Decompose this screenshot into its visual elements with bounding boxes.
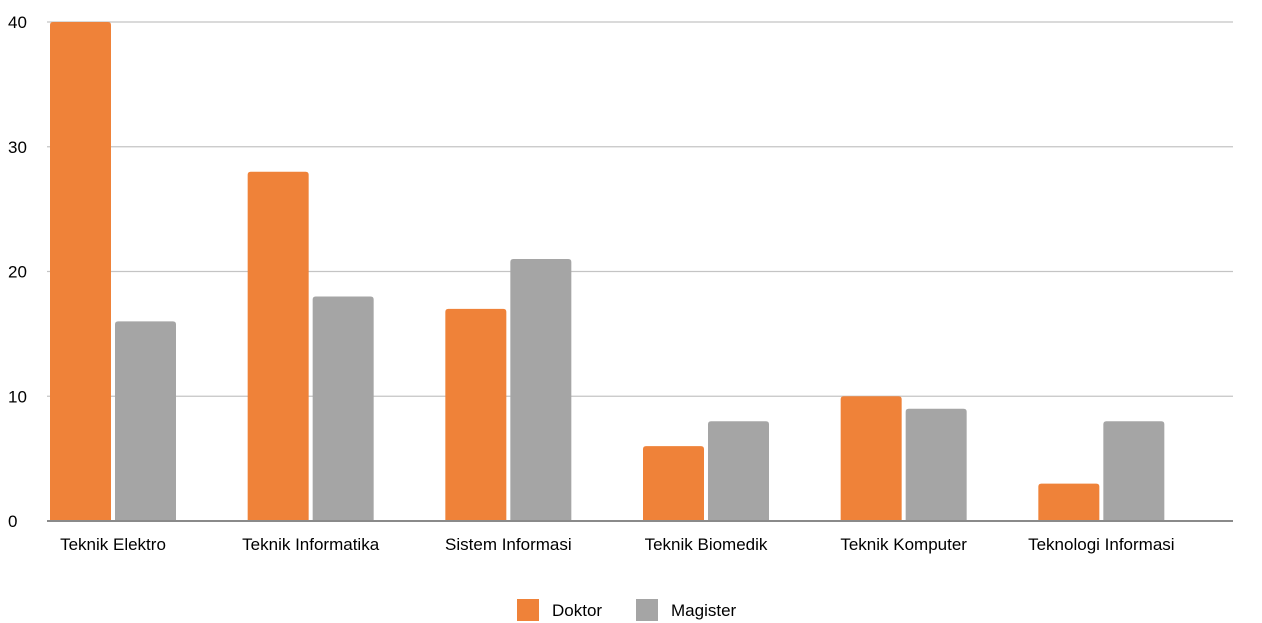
x-tick-label: Teknik Informatika: [242, 535, 380, 554]
x-tick-label: Teknik Komputer: [840, 535, 967, 554]
y-tick-label: 20: [8, 263, 27, 282]
x-tick-label: Teknik Elektro: [60, 535, 166, 554]
bar-magister-5: [905, 408, 967, 521]
x-tick-label: Teknik Biomedik: [645, 535, 768, 554]
bar-doktor-6: [1038, 483, 1100, 521]
legend-label-magister: Magister: [671, 601, 737, 620]
y-tick-label: 30: [8, 138, 27, 157]
bar-magister-4: [708, 421, 769, 521]
bar-doktor-2: [247, 171, 309, 521]
y-tick-label: 10: [8, 387, 27, 406]
gridlines: [47, 21, 1233, 397]
y-tick-label: 40: [8, 13, 27, 32]
legend-swatch-magister: [636, 599, 658, 621]
x-axis-labels: Teknik Elektro Teknik Informatika Sistem I…: [60, 535, 1174, 554]
x-tick-label: Sistem Informasi: [445, 535, 572, 554]
bar-magister-3: [510, 259, 572, 521]
bar-doktor-1: [50, 22, 111, 521]
bar-doktor-3: [445, 308, 507, 521]
legend-label-doktor: Doktor: [552, 601, 602, 620]
bar-doktor-5: [840, 396, 902, 521]
bar-doktor-4: [643, 446, 704, 521]
bar-magister-2: [312, 296, 374, 521]
y-tick-label: 0: [8, 512, 17, 531]
bars: [50, 22, 1165, 521]
x-tick-label: Teknologi Informasi: [1028, 535, 1174, 554]
y-axis-ticks: 0 10 20 30 40: [8, 13, 27, 531]
legend-swatch-doktor: [517, 599, 539, 621]
legend: Doktor Magister: [517, 599, 737, 621]
bar-magister-1: [115, 321, 176, 521]
bar-magister-6: [1103, 421, 1165, 521]
